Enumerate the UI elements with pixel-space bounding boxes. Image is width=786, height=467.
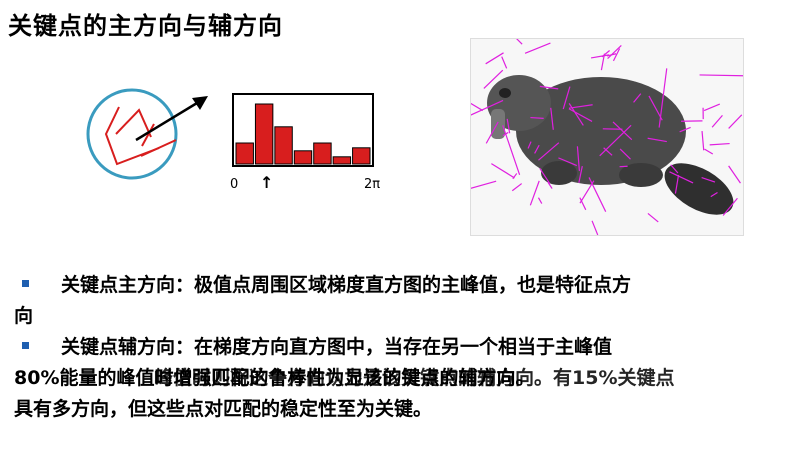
- bullet-list: 关键点主方向：极值点周围区域梯度直方图的主峰值，也是特征点方 向 关键点辅方向：…: [14, 270, 784, 425]
- bullet-item-aux-orientation: 关键点辅方向：在梯度方向直方图中，当存在另一个相当于主峰值: [14, 332, 784, 363]
- keypoint-vector: [576, 146, 580, 171]
- keypoint-vector: [506, 118, 511, 134]
- keypoint-vector: [603, 147, 613, 156]
- keypoint-vector: [701, 176, 716, 183]
- keypoint-vector: [511, 183, 523, 192]
- keypoint-vector: [722, 197, 738, 216]
- keypoint-vector: [728, 165, 741, 184]
- histogram-bars: [235, 103, 371, 165]
- keypoint-vector: [658, 68, 668, 128]
- keypoint-region-circle: [86, 88, 178, 180]
- keypoint-vector: [502, 131, 509, 137]
- bullet-text-overlay-b: 峰值时则将这个方向认为是该关键点的辅方向。有15%关键点: [154, 367, 675, 389]
- bullet-text: 关键点辅方向：在梯度方向直方图中，当存在另一个相当于主峰值: [61, 336, 613, 358]
- gradient-patch: [104, 106, 160, 166]
- keypoint-vector: [491, 163, 515, 179]
- bullet-item-main-orientation: 关键点主方向：极值点周围区域梯度直方图的主峰值，也是特征点方: [14, 270, 784, 301]
- keypoint-vector: [612, 121, 633, 141]
- keypoint-vector: [647, 137, 667, 143]
- histogram-bar: [332, 156, 352, 165]
- keypoint-vector: [674, 174, 680, 194]
- keypoint-vector: [699, 74, 743, 77]
- keypoint-vector: [501, 56, 508, 69]
- keypoint-vector: [728, 114, 743, 129]
- keypoint-vector: [711, 114, 723, 128]
- keypoint-vector: [471, 102, 484, 112]
- bullet-text-continued: 具有多方向，但这些点对匹配的稳定性至为关键。: [14, 398, 433, 420]
- keypoint-vector: [471, 99, 504, 116]
- main-orientation-arrow: [135, 98, 203, 142]
- keypoint-vector: [578, 166, 583, 183]
- keypoint-vector: [709, 142, 730, 146]
- peak-arrow: ↑: [260, 173, 273, 192]
- keypoint-vector: [704, 148, 714, 155]
- keypoint-vector: [562, 86, 571, 110]
- keypoint-vector: [471, 180, 497, 189]
- keypoint-vector: [588, 177, 607, 212]
- keypoint-vector: [568, 104, 593, 109]
- keypoint-vector: [524, 42, 551, 54]
- keypoint-vector: [568, 103, 584, 126]
- keypoint-vector: [633, 93, 642, 103]
- beaver-photo: [470, 38, 744, 236]
- histogram-bar: [235, 142, 254, 165]
- keypoint-vector: [539, 167, 551, 184]
- keypoint-vector: [485, 121, 499, 144]
- keypoint-vector: [539, 85, 559, 90]
- histogram-bar: [313, 142, 332, 165]
- keypoint-vector: [483, 69, 504, 89]
- beaver-image: [471, 39, 743, 235]
- bullet-marker: [22, 342, 29, 349]
- keypoint-vector: [670, 164, 679, 174]
- keypoint-vector: [599, 124, 632, 157]
- keypoint-vector: [590, 54, 610, 59]
- histogram-bar: [254, 103, 274, 165]
- keypoint-vector: [591, 220, 599, 235]
- keypoint-vector: [601, 50, 610, 58]
- keypoint-vector: [701, 131, 705, 151]
- keypoint-vector: [558, 157, 578, 167]
- overlapping-text-line: 80%能量的峰值时增强匹配的鲁棒性为显该的键点的辅方向。 峰值时则将这个方向认为…: [14, 363, 784, 394]
- keypoint-vector: [529, 180, 540, 206]
- keypoint-vector: [538, 142, 560, 161]
- keypoint-vector: [579, 197, 587, 211]
- bullet-marker: [22, 280, 29, 287]
- keypoint-vector: [607, 45, 622, 59]
- keypoint-vectors: [471, 39, 743, 235]
- keypoint-vector: [600, 53, 606, 71]
- keypoint-vector: [579, 180, 595, 204]
- keypoint-vector: [527, 141, 532, 149]
- page-title: 关键点的主方向与辅方向: [8, 12, 283, 40]
- histogram-bar: [352, 147, 371, 165]
- keypoint-vector: [485, 52, 504, 65]
- keypoint-vector: [669, 171, 694, 184]
- keypoint-vector: [606, 53, 617, 57]
- bullet-text-overlay-a: 80%能量的峰值时增强匹配的鲁棒性为显该的键点的辅方向。: [14, 367, 535, 389]
- bullet-text: 关键点主方向：极值点周围区域梯度直方图的主峰值，也是特征点方: [61, 274, 632, 296]
- bullet-text-continued: 向: [14, 305, 34, 327]
- histogram-axis-end: 2π: [364, 177, 380, 192]
- keypoint-vector: [537, 197, 543, 204]
- keypoint-vector: [619, 148, 631, 160]
- gradient-patch: [140, 139, 177, 157]
- histogram-axis-start: 0: [230, 177, 238, 192]
- keypoint-vector: [530, 116, 544, 119]
- keypoint-vector: [512, 173, 518, 180]
- histogram-bar: [274, 126, 293, 165]
- keypoint-vector: [647, 212, 659, 223]
- gradient-patch: [141, 123, 155, 147]
- keypoint-vector: [568, 108, 593, 122]
- arrow-head: [192, 96, 208, 110]
- orientation-diagram: 0 ↑ 2π: [86, 88, 380, 192]
- keypoint-vector: [679, 126, 691, 133]
- gradient-patch: [115, 108, 152, 138]
- keypoint-vector: [550, 107, 554, 130]
- keypoint-vector: [547, 181, 553, 189]
- histogram-bar: [293, 150, 313, 165]
- keypoint-vector: [534, 144, 540, 154]
- keypoint-vector: [516, 39, 523, 45]
- keypoint-vector: [710, 191, 718, 198]
- keypoint-vector: [612, 48, 621, 62]
- keypoint-vector: [703, 103, 721, 112]
